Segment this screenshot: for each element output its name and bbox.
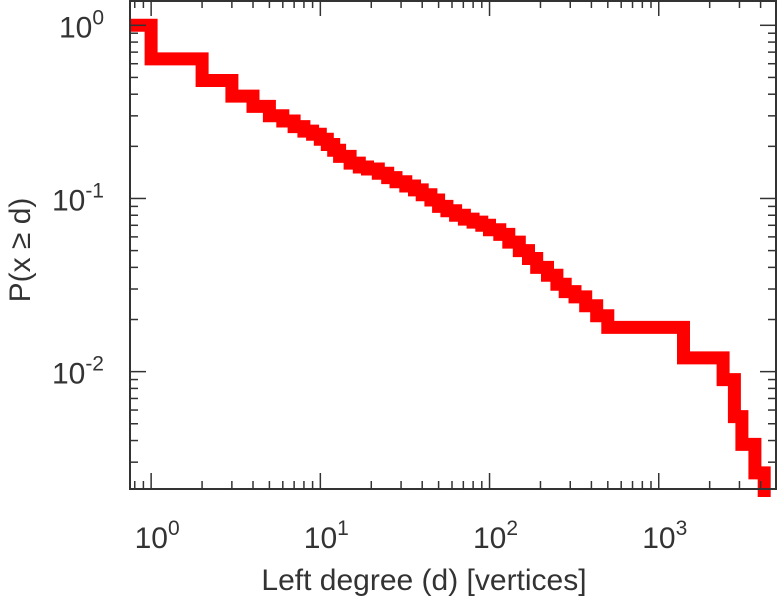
y-tick-label: 10-2 <box>52 353 104 391</box>
x-tick-label: 101 <box>304 517 349 555</box>
x-tick-label: 103 <box>642 517 687 555</box>
axis-layer: 100 101 102 103 100 10-1 10-2 <box>52 0 777 555</box>
series-layer <box>130 18 771 497</box>
x-tick-label: 102 <box>473 517 518 555</box>
x-tick-label: 100 <box>135 517 180 555</box>
y-tick-label: 100 <box>59 6 104 44</box>
x-axis-label: Left degree (d) [vertices] <box>261 564 586 597</box>
y-axis-label: P(x ≥ d) <box>4 198 37 303</box>
series-line-0 <box>130 18 771 497</box>
plot-frame <box>129 0 777 490</box>
y-tick-label: 10-1 <box>52 179 104 217</box>
label-layer: Left degree (d) [vertices] P(x ≥ d) <box>4 198 587 597</box>
